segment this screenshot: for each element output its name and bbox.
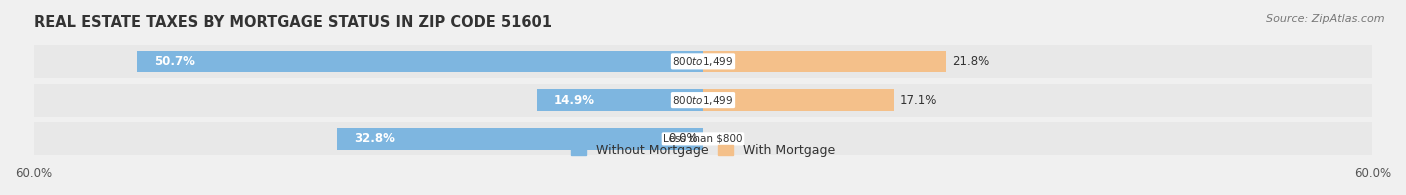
Bar xyxy=(703,90,894,111)
Text: 17.1%: 17.1% xyxy=(900,94,936,107)
Text: 21.8%: 21.8% xyxy=(952,55,988,68)
Legend: Without Mortgage, With Mortgage: Without Mortgage, With Mortgage xyxy=(565,139,841,162)
Text: 50.7%: 50.7% xyxy=(155,55,195,68)
Text: REAL ESTATE TAXES BY MORTGAGE STATUS IN ZIP CODE 51601: REAL ESTATE TAXES BY MORTGAGE STATUS IN … xyxy=(34,15,551,30)
Bar xyxy=(703,51,946,72)
Text: 0.0%: 0.0% xyxy=(668,132,697,145)
Bar xyxy=(34,84,1372,117)
Bar xyxy=(34,45,1372,78)
Bar xyxy=(537,90,703,111)
Bar xyxy=(337,128,703,150)
Text: Source: ZipAtlas.com: Source: ZipAtlas.com xyxy=(1267,14,1385,24)
Text: $800 to $1,499: $800 to $1,499 xyxy=(672,94,734,107)
Bar xyxy=(138,51,703,72)
Text: 32.8%: 32.8% xyxy=(354,132,395,145)
Bar xyxy=(34,122,1372,155)
Text: Less than $800: Less than $800 xyxy=(664,134,742,144)
Text: 14.9%: 14.9% xyxy=(554,94,595,107)
Text: $800 to $1,499: $800 to $1,499 xyxy=(672,55,734,68)
